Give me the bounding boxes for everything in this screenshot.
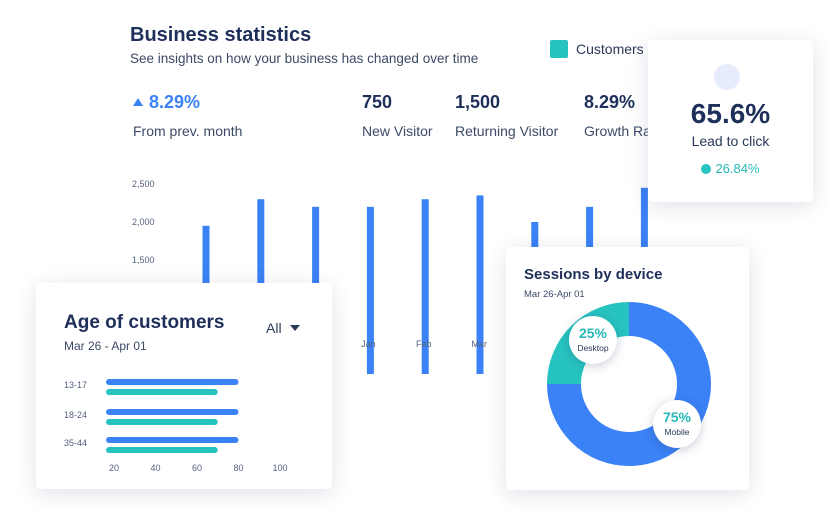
card-title: Sessions by device bbox=[524, 266, 663, 283]
lead-label: Lead to click bbox=[691, 133, 770, 149]
slice-name: Desktop bbox=[577, 343, 609, 353]
caret-down-icon bbox=[289, 325, 300, 331]
date-range: Mar 26-Apr 01 bbox=[524, 289, 585, 300]
slice-percent: 25% bbox=[578, 325, 608, 341]
x-tick-label: Mar bbox=[471, 339, 487, 349]
age-bar[interactable] bbox=[106, 409, 239, 415]
dropdown-value: All bbox=[266, 320, 282, 336]
age-category-label: 13-17 bbox=[64, 380, 87, 390]
legend-swatch bbox=[550, 40, 568, 58]
device-donut-chart bbox=[547, 302, 711, 466]
age-bar[interactable] bbox=[106, 379, 239, 385]
stat-label: From prev. month bbox=[133, 123, 243, 139]
age-of-customers-card: Age of customers Mar 26 - Apr 01 All 13-… bbox=[36, 283, 332, 489]
stat-new-visitor: 750 New Visitor bbox=[362, 92, 433, 139]
x-tick-label: 80 bbox=[233, 463, 243, 473]
age-bar[interactable] bbox=[106, 419, 218, 425]
stat-value: 8.29% bbox=[149, 92, 201, 112]
stat-from-prev-month: 8.29% From prev. month bbox=[133, 92, 242, 139]
age-bar[interactable] bbox=[106, 447, 218, 453]
bar[interactable] bbox=[421, 199, 429, 374]
y-tick-label: 2,500 bbox=[132, 179, 155, 189]
stat-value: 750 bbox=[362, 92, 393, 112]
chart-legend[interactable]: Customers bbox=[550, 40, 644, 58]
stat-value: 8.29% bbox=[584, 92, 636, 112]
circle-icon bbox=[714, 64, 740, 90]
x-tick-label: 60 bbox=[192, 463, 202, 473]
arrow-up-icon bbox=[133, 98, 143, 106]
lead-value: 65.6% bbox=[690, 98, 771, 129]
slice-percent: 75% bbox=[662, 409, 692, 425]
stat-label: Growth Rate bbox=[584, 123, 663, 139]
donut-label-desktop: 25% Desktop bbox=[569, 316, 617, 364]
stat-label: New Visitor bbox=[362, 123, 433, 139]
stat-label: Returning Visitor bbox=[455, 123, 559, 139]
dot-icon bbox=[701, 164, 712, 174]
age-bar[interactable] bbox=[106, 437, 239, 443]
date-range: Mar 26 - Apr 01 bbox=[64, 339, 147, 353]
donut-label-mobile: 75% Mobile bbox=[653, 400, 701, 448]
y-tick-label: 1,500 bbox=[132, 255, 155, 265]
x-tick-label: Jan bbox=[361, 339, 376, 349]
age-category-label: 18-24 bbox=[64, 410, 87, 420]
lead-change: 26.84% bbox=[648, 161, 813, 176]
age-filter-dropdown[interactable]: All bbox=[266, 320, 300, 336]
age-bar-chart: 13-17 18-24 35-44 20 40 60 80 100 bbox=[64, 379, 288, 473]
page-subtitle: See insights on how your business has ch… bbox=[130, 51, 479, 66]
sessions-by-device-card: Sessions by device Mar 26-Apr 01 25% Des… bbox=[506, 247, 749, 490]
stat-growth-rate: 8.29% Growth Rate bbox=[584, 92, 663, 139]
x-tick-label: 20 bbox=[109, 463, 119, 473]
legend-label: Customers bbox=[576, 41, 644, 57]
x-tick-label: Feb bbox=[416, 339, 432, 349]
age-bar[interactable] bbox=[106, 389, 218, 395]
card-title: Age of customers bbox=[64, 312, 225, 333]
slice-name: Mobile bbox=[664, 427, 690, 437]
age-category-label: 35-44 bbox=[64, 438, 87, 448]
x-tick-label: 100 bbox=[272, 463, 287, 473]
bar[interactable] bbox=[366, 206, 374, 374]
lead-to-click-card: 65.6% Lead to click 26.84% bbox=[648, 40, 813, 202]
stat-returning-visitor: 1,500 Returning Visitor bbox=[455, 92, 558, 139]
x-tick-label: 40 bbox=[150, 463, 160, 473]
stat-value: 1,500 bbox=[455, 92, 501, 112]
bar[interactable] bbox=[476, 195, 484, 374]
y-tick-label: 2,000 bbox=[132, 217, 155, 227]
page-title: Business statistics bbox=[130, 24, 312, 46]
